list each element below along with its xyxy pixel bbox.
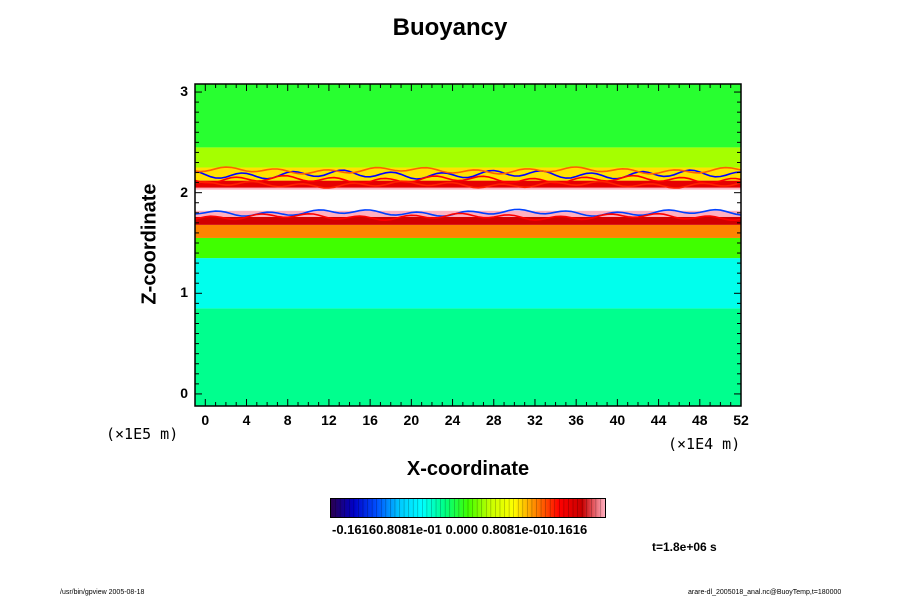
field-band: [195, 84, 741, 148]
x-tick-label: 0: [201, 412, 210, 428]
buoyancy-field: [195, 84, 741, 406]
y-unit-label: (×1E5 m): [106, 425, 179, 443]
y-tick-label: 3: [180, 83, 188, 100]
x-axis-ticks: [204, 84, 742, 406]
x-tick-label: 40: [609, 412, 626, 428]
y-tick-label: 0: [180, 384, 188, 401]
colorbar-labels: -0.16160.8081e-01 0.000 0.8081e-010.1616: [332, 522, 588, 537]
footer-left: /usr/bin/gpview 2005-08-18: [60, 589, 145, 596]
field-band: [195, 209, 741, 217]
y-tick-label: 1: [180, 284, 188, 301]
time-annotation: t=1.8e+06 s: [652, 540, 717, 554]
field-band: [195, 258, 741, 309]
perturbation-line: [195, 166, 741, 175]
y-axis-label: Z-coordinate: [138, 183, 161, 305]
field-band: [195, 308, 741, 406]
field-band: [195, 224, 741, 238]
field-band: [195, 237, 741, 259]
perturbation-line: [195, 212, 741, 222]
x-tick-label: 16: [362, 412, 378, 428]
chart-title: Buoyancy: [392, 14, 508, 41]
perturbation-line: [195, 208, 741, 218]
footer-right: arare-dl_2005018_anal.nc@BuoyTemp,t=1800…: [688, 589, 842, 596]
x-tick-label: 4: [242, 412, 251, 428]
x-tick-label: 52: [733, 412, 749, 428]
saturated-core: [195, 189, 741, 211]
x-tick-label: 20: [403, 412, 420, 428]
field-band: [195, 180, 741, 188]
x-tick-label: 28: [485, 412, 502, 428]
y-tick-label: 2: [180, 183, 188, 200]
field-band: [195, 216, 741, 225]
x-tick-label: 12: [321, 412, 337, 428]
x-tick-label: 44: [650, 412, 667, 428]
perturbation-line: [195, 169, 741, 180]
plot-frame: [194, 83, 742, 407]
field-band: [195, 147, 741, 168]
x-axis-label: X-coordinate: [406, 458, 530, 480]
x-tick-label: 48: [691, 412, 708, 428]
x-tick-label: 32: [527, 412, 543, 428]
colorbar-ticks: [335, 499, 601, 517]
x-unit-label: (×1E4 m): [668, 435, 741, 453]
x-tick-label: 36: [568, 412, 584, 428]
x-tick-label: 24: [444, 412, 461, 428]
y-axis-ticks: [195, 91, 741, 395]
perturbation-line: [195, 174, 741, 185]
perturbation-line: [195, 180, 741, 189]
colorbar: [330, 498, 606, 518]
x-tick-label: 8: [283, 412, 292, 428]
